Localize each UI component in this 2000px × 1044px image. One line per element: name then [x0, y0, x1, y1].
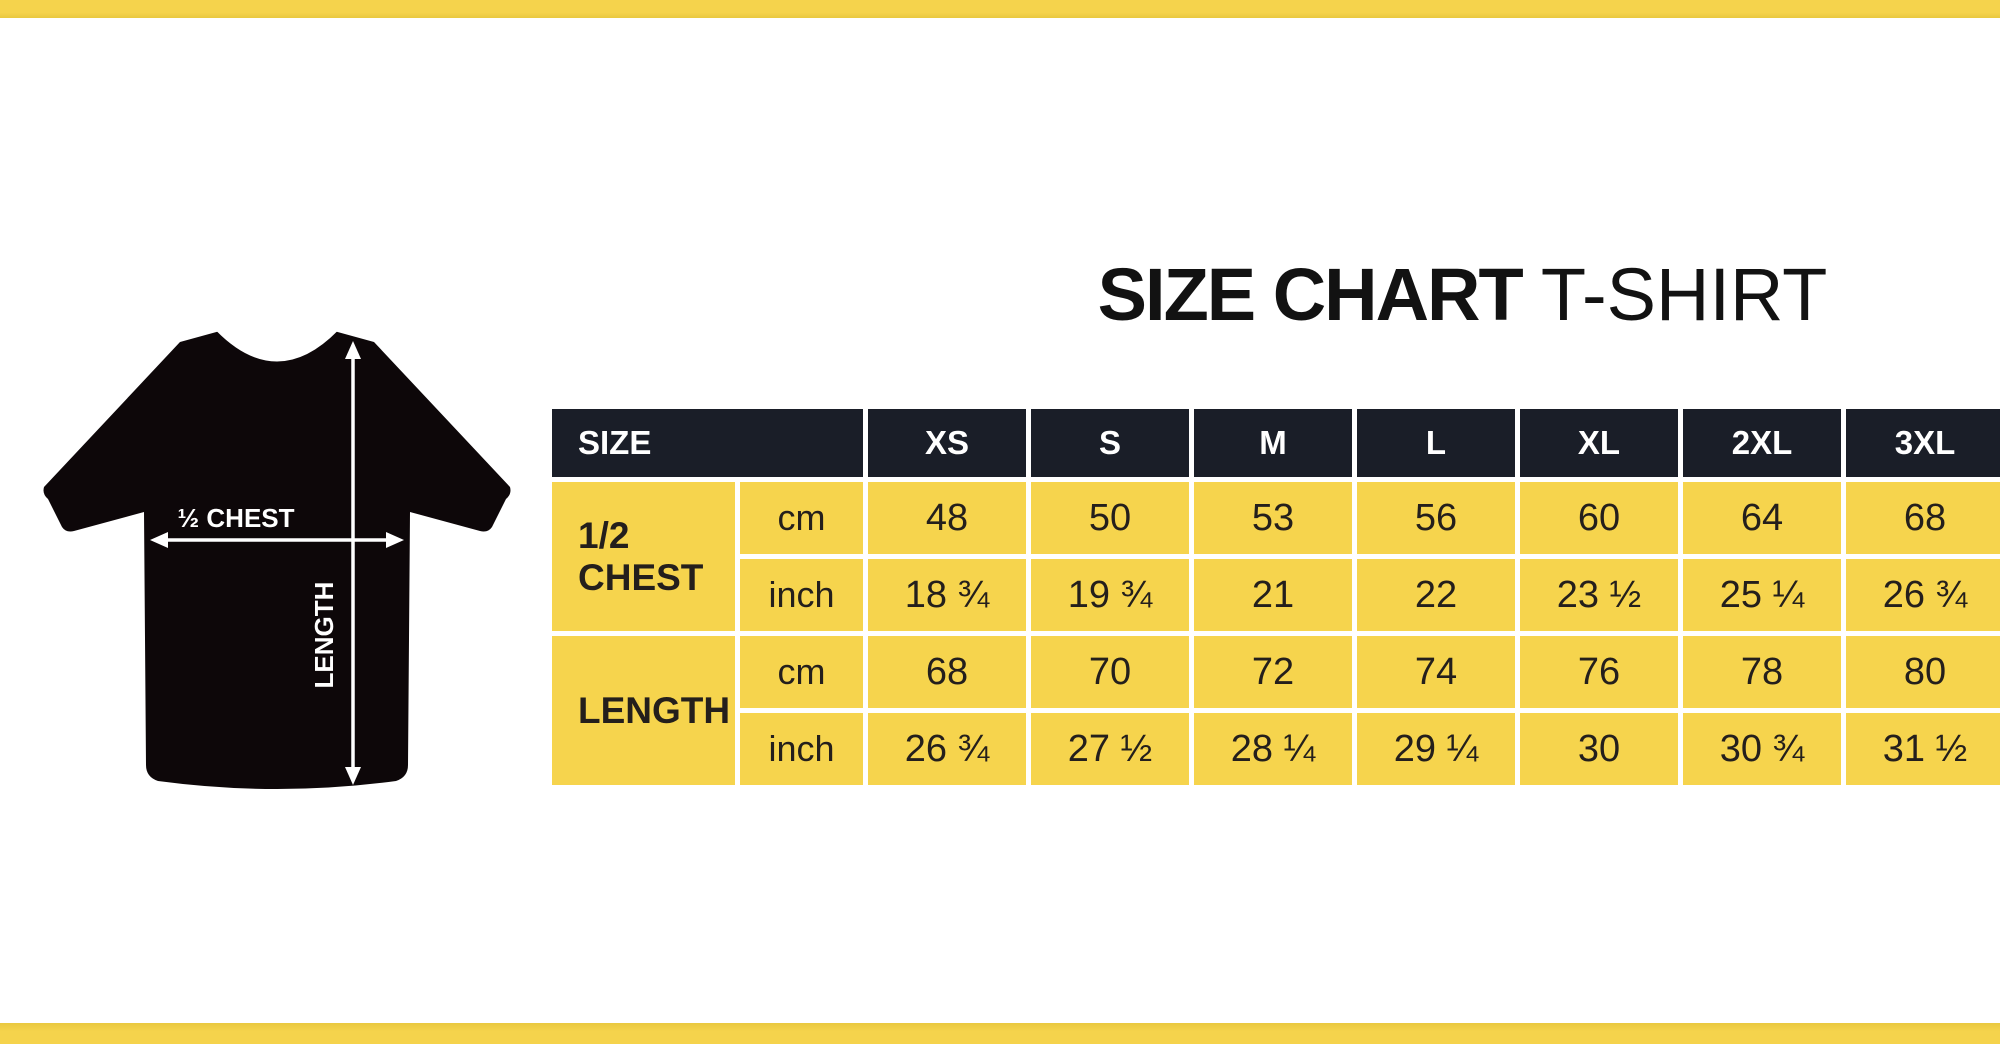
- length-arrow: [345, 341, 361, 785]
- neckline: [216, 327, 338, 362]
- chest-inch-3xl: 26 ¾: [1846, 559, 2000, 631]
- page-title-main: SIZE CHART: [1097, 253, 1524, 336]
- unit-inch-2: inch: [740, 713, 863, 785]
- page-title: SIZE CHART T-SHIRT: [1075, 258, 1850, 332]
- length-cm-m: 72: [1194, 636, 1352, 708]
- length-inch-3xl: 31 ½: [1846, 713, 2000, 785]
- length-inch-xl: 30: [1520, 713, 1678, 785]
- unit-cm: cm: [740, 482, 863, 554]
- header-m: M: [1194, 409, 1352, 477]
- top-accent-bar: [0, 0, 2000, 18]
- chest-inch-s: 19 ¾: [1031, 559, 1189, 631]
- row-label-length: LENGTH: [552, 636, 735, 785]
- chest-cm-m: 53: [1194, 482, 1352, 554]
- header-xl: XL: [1520, 409, 1678, 477]
- chest-cm-l: 56: [1357, 482, 1515, 554]
- tshirt-diagram: ½ CHEST LENGTH: [40, 315, 520, 805]
- unit-cm-2: cm: [740, 636, 863, 708]
- tshirt-silhouette: [43, 331, 511, 789]
- length-cm-l: 74: [1357, 636, 1515, 708]
- length-inch-s: 27 ½: [1031, 713, 1189, 785]
- header-size: SIZE: [552, 409, 863, 477]
- header-2xl: 2XL: [1683, 409, 1841, 477]
- length-cm-xs: 68: [868, 636, 1026, 708]
- header-3xl: 3XL: [1846, 409, 2000, 477]
- header-s: S: [1031, 409, 1189, 477]
- chest-label: ½ CHEST: [177, 503, 294, 533]
- chest-inch-l: 22: [1357, 559, 1515, 631]
- chest-inch-m: 21: [1194, 559, 1352, 631]
- length-inch-2xl: 30 ¾: [1683, 713, 1841, 785]
- header-l: L: [1357, 409, 1515, 477]
- header-xs: XS: [868, 409, 1026, 477]
- chest-cm-3xl: 68: [1846, 482, 2000, 554]
- size-table: SIZE XS S M L XL 2XL 3XL 1/2 CHEST cm 48…: [552, 409, 2000, 785]
- length-inch-l: 29 ¼: [1357, 713, 1515, 785]
- chest-inch-xl: 23 ½: [1520, 559, 1678, 631]
- tshirt-illustration: ½ CHEST LENGTH: [43, 327, 511, 789]
- length-inch-xs: 26 ¾: [868, 713, 1026, 785]
- length-inch-m: 28 ¼: [1194, 713, 1352, 785]
- length-cm-2xl: 78: [1683, 636, 1841, 708]
- chest-inch-2xl: 25 ¼: [1683, 559, 1841, 631]
- length-cm-s: 70: [1031, 636, 1189, 708]
- row-label-half-chest: 1/2 CHEST: [552, 482, 735, 631]
- chest-cm-xl: 60: [1520, 482, 1678, 554]
- unit-inch: inch: [740, 559, 863, 631]
- chest-cm-2xl: 64: [1683, 482, 1841, 554]
- chest-arrow: [150, 532, 404, 548]
- length-cm-3xl: 80: [1846, 636, 2000, 708]
- chest-cm-xs: 48: [868, 482, 1026, 554]
- length-label: LENGTH: [309, 582, 339, 689]
- length-cm-xl: 76: [1520, 636, 1678, 708]
- chest-cm-s: 50: [1031, 482, 1189, 554]
- page-title-suffix: T-SHIRT: [1540, 253, 1828, 336]
- chest-inch-xs: 18 ¾: [868, 559, 1026, 631]
- bottom-accent-bar: [0, 1023, 2000, 1044]
